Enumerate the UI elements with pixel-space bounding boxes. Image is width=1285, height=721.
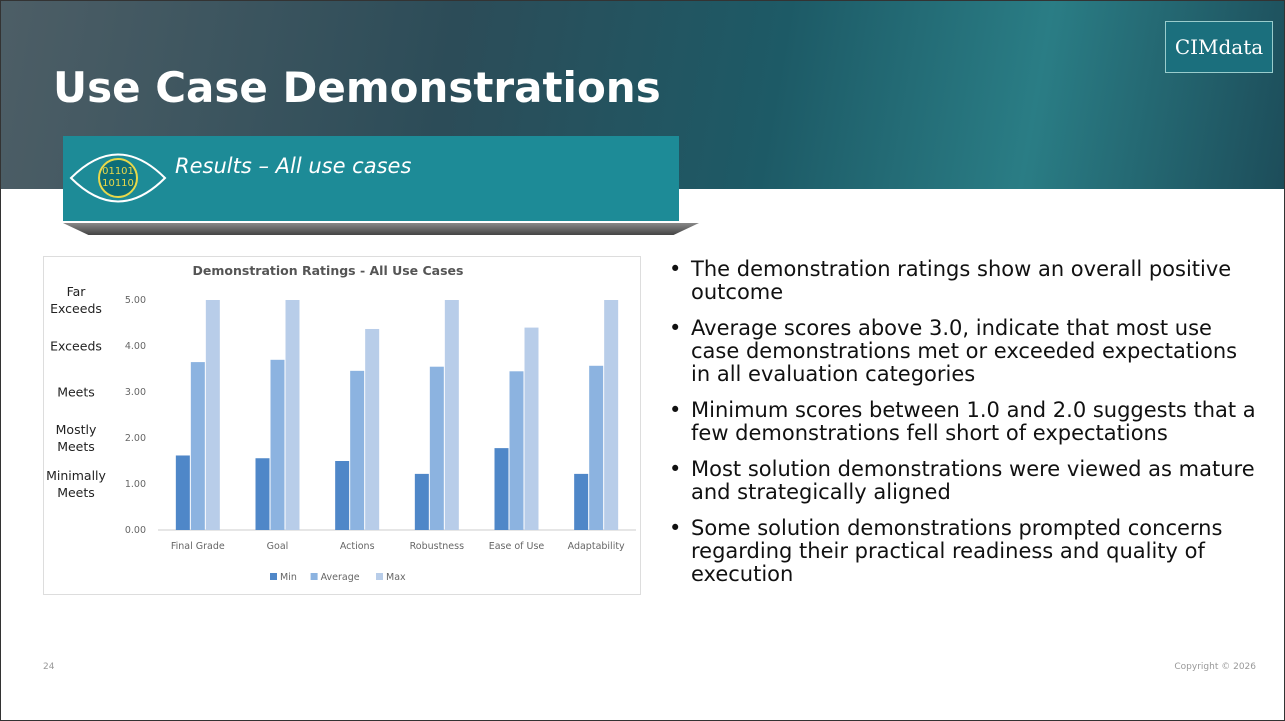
bar xyxy=(525,328,539,530)
rating-label: Mostly Meets xyxy=(44,421,108,455)
y-tick-label: 2.00 xyxy=(125,433,146,444)
bar xyxy=(286,300,300,530)
bar xyxy=(604,300,618,530)
banner: 01101 10110 Results – All use cases xyxy=(63,136,679,221)
y-tick-label: 4.00 xyxy=(125,341,146,352)
bullet-item: • The demonstration ratings show an overa… xyxy=(669,258,1259,304)
x-tick-label: Goal xyxy=(267,541,289,552)
bullet-symbol: • xyxy=(669,458,681,481)
bullet-text: The demonstration ratings show an overal… xyxy=(691,257,1231,304)
chart-title: Demonstration Ratings - All Use Cases xyxy=(193,263,464,278)
bar xyxy=(350,371,364,530)
bar xyxy=(191,362,205,530)
bullet-text: Minimum scores between 1.0 and 2.0 sugge… xyxy=(691,398,1256,445)
svg-text:01101: 01101 xyxy=(102,166,134,177)
bar xyxy=(176,455,190,530)
copyright: Copyright © 2026 xyxy=(1174,662,1256,672)
banner-shadow xyxy=(63,223,699,235)
bullet-symbol: • xyxy=(669,399,681,422)
slide: Use Case Demonstrations CIMdata 01101 10… xyxy=(0,0,1285,721)
bullet-symbol: • xyxy=(669,258,681,281)
bullet-item: • Average scores above 3.0, indicate that… xyxy=(669,317,1259,386)
rating-label: Far Exceeds xyxy=(44,283,108,317)
bullet-text: Average scores above 3.0, indicate that … xyxy=(691,316,1237,386)
bar xyxy=(256,458,270,530)
y-tick-label: 3.00 xyxy=(125,387,146,398)
bullet-item: • Some solution demonstrations prompted c… xyxy=(669,517,1259,586)
svg-text:10110: 10110 xyxy=(102,178,134,189)
legend-swatch xyxy=(270,573,277,580)
legend-label: Average xyxy=(321,572,360,583)
y-tick-label: 0.00 xyxy=(125,525,146,536)
x-tick-label: Final Grade xyxy=(171,541,225,552)
x-tick-label: Robustness xyxy=(410,541,465,552)
chart: Demonstration Ratings - All Use Cases 0.0… xyxy=(44,257,640,594)
eye-icon: 01101 10110 xyxy=(63,136,173,221)
bullet-text: Most solution demonstrations were viewed… xyxy=(691,457,1255,504)
y-tick-label: 5.00 xyxy=(125,295,146,306)
bar xyxy=(495,448,509,530)
chart-container: Demonstration Ratings - All Use Cases 0.0… xyxy=(43,256,641,595)
bar xyxy=(574,474,588,530)
bar xyxy=(365,329,379,530)
bar xyxy=(415,474,429,530)
logo: CIMdata xyxy=(1165,21,1273,73)
bar xyxy=(589,366,603,530)
bar xyxy=(271,360,285,530)
legend-swatch xyxy=(376,573,383,580)
bar xyxy=(335,461,349,530)
bullet-text: Some solution demonstrations prompted co… xyxy=(691,516,1222,586)
legend-swatch xyxy=(311,573,318,580)
rating-label: Meets xyxy=(44,384,108,401)
x-tick-label: Actions xyxy=(340,541,375,552)
y-tick-label: 1.00 xyxy=(125,479,146,490)
legend-label: Min xyxy=(280,572,297,583)
bar xyxy=(206,300,220,530)
bar xyxy=(510,371,524,530)
rating-label: Minimally Meets xyxy=(44,467,108,501)
bullet-symbol: • xyxy=(669,317,681,340)
slide-title: Use Case Demonstrations xyxy=(53,63,661,112)
banner-text: Results – All use cases xyxy=(175,154,411,178)
bullet-list: • The demonstration ratings show an overa… xyxy=(669,258,1259,599)
bar xyxy=(445,300,459,530)
rating-label: Exceeds xyxy=(44,338,108,355)
bullet-symbol: • xyxy=(669,517,681,540)
bar xyxy=(430,367,444,530)
page-number: 24 xyxy=(43,662,54,672)
x-tick-label: Ease of Use xyxy=(489,541,545,552)
legend-label: Max xyxy=(386,572,406,583)
bullet-item: • Minimum scores between 1.0 and 2.0 sugg… xyxy=(669,399,1259,445)
x-tick-label: Adaptability xyxy=(568,541,625,552)
bullet-item: • Most solution demonstrations were viewe… xyxy=(669,458,1259,504)
